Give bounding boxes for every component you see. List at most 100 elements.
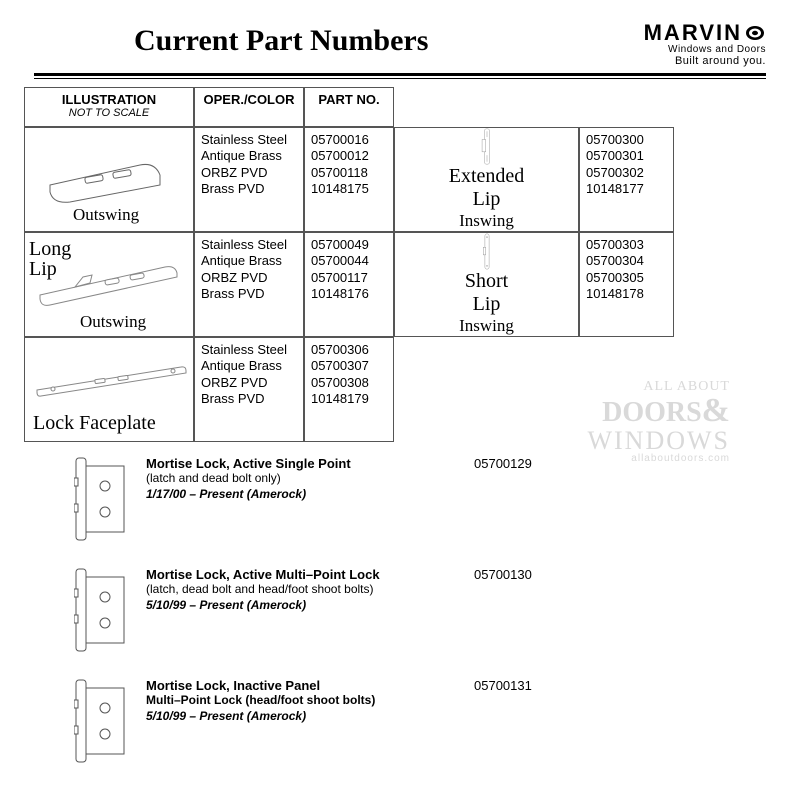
part-no: 05700300 bbox=[586, 132, 644, 147]
label-outswing-2: Outswing bbox=[80, 312, 146, 332]
mortise-part: 05700129 bbox=[474, 456, 532, 471]
header-illustration-sub: NOT TO SCALE bbox=[31, 107, 187, 119]
extended-lip-icon bbox=[472, 128, 502, 165]
mortise-text: Mortise Lock, Inactive Panel Multi–Point… bbox=[146, 678, 456, 723]
mortise-date: 1/17/00 – Present (Amerock) bbox=[146, 487, 456, 501]
spacer bbox=[394, 87, 579, 127]
rule-thin bbox=[34, 78, 766, 79]
label-inswing-2: Inswing bbox=[459, 316, 514, 336]
label-outswing-1: Outswing bbox=[73, 205, 139, 225]
colors-1: Stainless Steel Antique Brass ORBZ PVD B… bbox=[194, 127, 304, 232]
part-no: 05700307 bbox=[311, 358, 369, 373]
mortise-part: 05700130 bbox=[474, 567, 532, 582]
label-extended: ExtendedLip bbox=[449, 165, 525, 211]
lock-faceplate-icon bbox=[33, 360, 188, 400]
mortise-row: Mortise Lock, Inactive Panel Multi–Point… bbox=[74, 678, 776, 767]
part-no: 05700308 bbox=[311, 375, 369, 390]
part-no: 10148178 bbox=[586, 286, 644, 301]
parts-1: 05700016 05700012 05700118 10148175 bbox=[304, 127, 394, 232]
mortise-icon-1 bbox=[74, 456, 128, 545]
part-no: 05700302 bbox=[586, 165, 644, 180]
ill-extended-lip: ExtendedLip Inswing bbox=[394, 127, 579, 232]
part-no: 05700303 bbox=[586, 237, 644, 252]
label-lock-faceplate: Lock Faceplate bbox=[33, 412, 156, 435]
mortise-name: Mortise Lock, Inactive Panel bbox=[146, 678, 320, 693]
outswing-plate-icon bbox=[45, 140, 175, 210]
brand-logo-icon bbox=[744, 24, 766, 42]
brand-name-text: MARVIN bbox=[644, 20, 742, 46]
part-no: 05700012 bbox=[311, 148, 369, 163]
part-no: 05700306 bbox=[311, 342, 369, 357]
page-title: Current Part Numbers bbox=[134, 24, 428, 58]
color: ORBZ PVD bbox=[201, 165, 267, 180]
short-lip-icon bbox=[475, 233, 499, 270]
mortise-date: 5/10/99 – Present (Amerock) bbox=[146, 598, 456, 612]
color: Antique Brass bbox=[201, 358, 282, 373]
ill-long-lip: LongLip Outswing bbox=[24, 232, 194, 337]
mortise-sub: (latch, dead bolt and head/foot shoot bo… bbox=[146, 582, 456, 596]
mortise-sub: Multi–Point Lock (head/foot shoot bolts) bbox=[146, 693, 375, 707]
label-inswing-1: Inswing bbox=[459, 211, 514, 231]
label-long-lip: LongLip bbox=[29, 239, 71, 279]
color: ORBZ PVD bbox=[201, 270, 267, 285]
colors-3: Stainless Steel Antique Brass ORBZ PVD B… bbox=[194, 337, 304, 442]
color: Stainless Steel bbox=[201, 342, 287, 357]
header-part-no: PART NO. bbox=[304, 87, 394, 127]
mortise-icon-3 bbox=[74, 678, 128, 767]
part-no: 05700304 bbox=[586, 253, 644, 268]
color: ORBZ PVD bbox=[201, 375, 267, 390]
header-oper-color: OPER./COLOR bbox=[194, 87, 304, 127]
spacer bbox=[579, 87, 674, 127]
color: Stainless Steel bbox=[201, 132, 287, 147]
header: Current Part Numbers MARVIN Windows and … bbox=[24, 24, 776, 73]
mortise-sub: (latch and dead bolt only) bbox=[146, 471, 456, 485]
mortise-date: 5/10/99 – Present (Amerock) bbox=[146, 709, 456, 723]
color: Stainless Steel bbox=[201, 237, 287, 252]
parts-table: ILLUSTRATION NOT TO SCALE OPER./COLOR PA… bbox=[24, 87, 776, 442]
part-no: 05700016 bbox=[311, 132, 369, 147]
part-no: 05700049 bbox=[311, 237, 369, 252]
color: Antique Brass bbox=[201, 253, 282, 268]
ill-outswing-plate: Outswing bbox=[24, 127, 194, 232]
ill-short-lip: ShortLip Inswing bbox=[394, 232, 579, 337]
mortise-row: Mortise Lock, Active Multi–Point Lock (l… bbox=[74, 567, 776, 656]
color: Brass PVD bbox=[201, 181, 265, 196]
part-no: 05700305 bbox=[586, 270, 644, 285]
spacer bbox=[579, 337, 674, 442]
color: Antique Brass bbox=[201, 148, 282, 163]
spacer bbox=[394, 337, 579, 442]
part-no: 05700117 bbox=[311, 270, 368, 285]
ill-lock-faceplate: Lock Faceplate bbox=[24, 337, 194, 442]
color: Brass PVD bbox=[201, 391, 265, 406]
mortise-lock-icon bbox=[74, 456, 128, 542]
parts-r1: 05700300 05700301 05700302 10148177 bbox=[579, 127, 674, 232]
parts-3: 05700306 05700307 05700308 10148179 bbox=[304, 337, 394, 442]
mortise-text: Mortise Lock, Active Single Point (latch… bbox=[146, 456, 456, 501]
parts-r2: 05700303 05700304 05700305 10148178 bbox=[579, 232, 674, 337]
mortise-list: Mortise Lock, Active Single Point (latch… bbox=[24, 456, 776, 767]
part-no: 10148179 bbox=[311, 391, 369, 406]
brand-name: MARVIN bbox=[644, 20, 766, 46]
color: Brass PVD bbox=[201, 286, 265, 301]
brand-motto: Built around you. bbox=[644, 55, 766, 67]
part-no: 05700044 bbox=[311, 253, 369, 268]
header-illustration-text: ILLUSTRATION bbox=[62, 92, 156, 107]
mortise-row: Mortise Lock, Active Single Point (latch… bbox=[74, 456, 776, 545]
brand-block: MARVIN Windows and Doors Built around yo… bbox=[644, 20, 766, 67]
parts-2: 05700049 05700044 05700117 10148176 bbox=[304, 232, 394, 337]
rule-thick bbox=[34, 73, 766, 76]
part-no: 05700301 bbox=[586, 148, 644, 163]
mortise-lock-icon bbox=[74, 567, 128, 653]
mortise-lock-icon bbox=[74, 678, 128, 764]
mortise-icon-2 bbox=[74, 567, 128, 656]
mortise-text: Mortise Lock, Active Multi–Point Lock (l… bbox=[146, 567, 456, 612]
mortise-name: Mortise Lock, Active Single Point bbox=[146, 456, 351, 471]
label-short: ShortLip bbox=[465, 270, 508, 316]
part-no: 10148177 bbox=[586, 181, 644, 196]
mortise-part: 05700131 bbox=[474, 678, 532, 693]
mortise-name: Mortise Lock, Active Multi–Point Lock bbox=[146, 567, 380, 582]
part-no: 10148175 bbox=[311, 181, 369, 196]
colors-2: Stainless Steel Antique Brass ORBZ PVD B… bbox=[194, 232, 304, 337]
part-no: 10148176 bbox=[311, 286, 369, 301]
header-illustration: ILLUSTRATION NOT TO SCALE bbox=[24, 87, 194, 127]
